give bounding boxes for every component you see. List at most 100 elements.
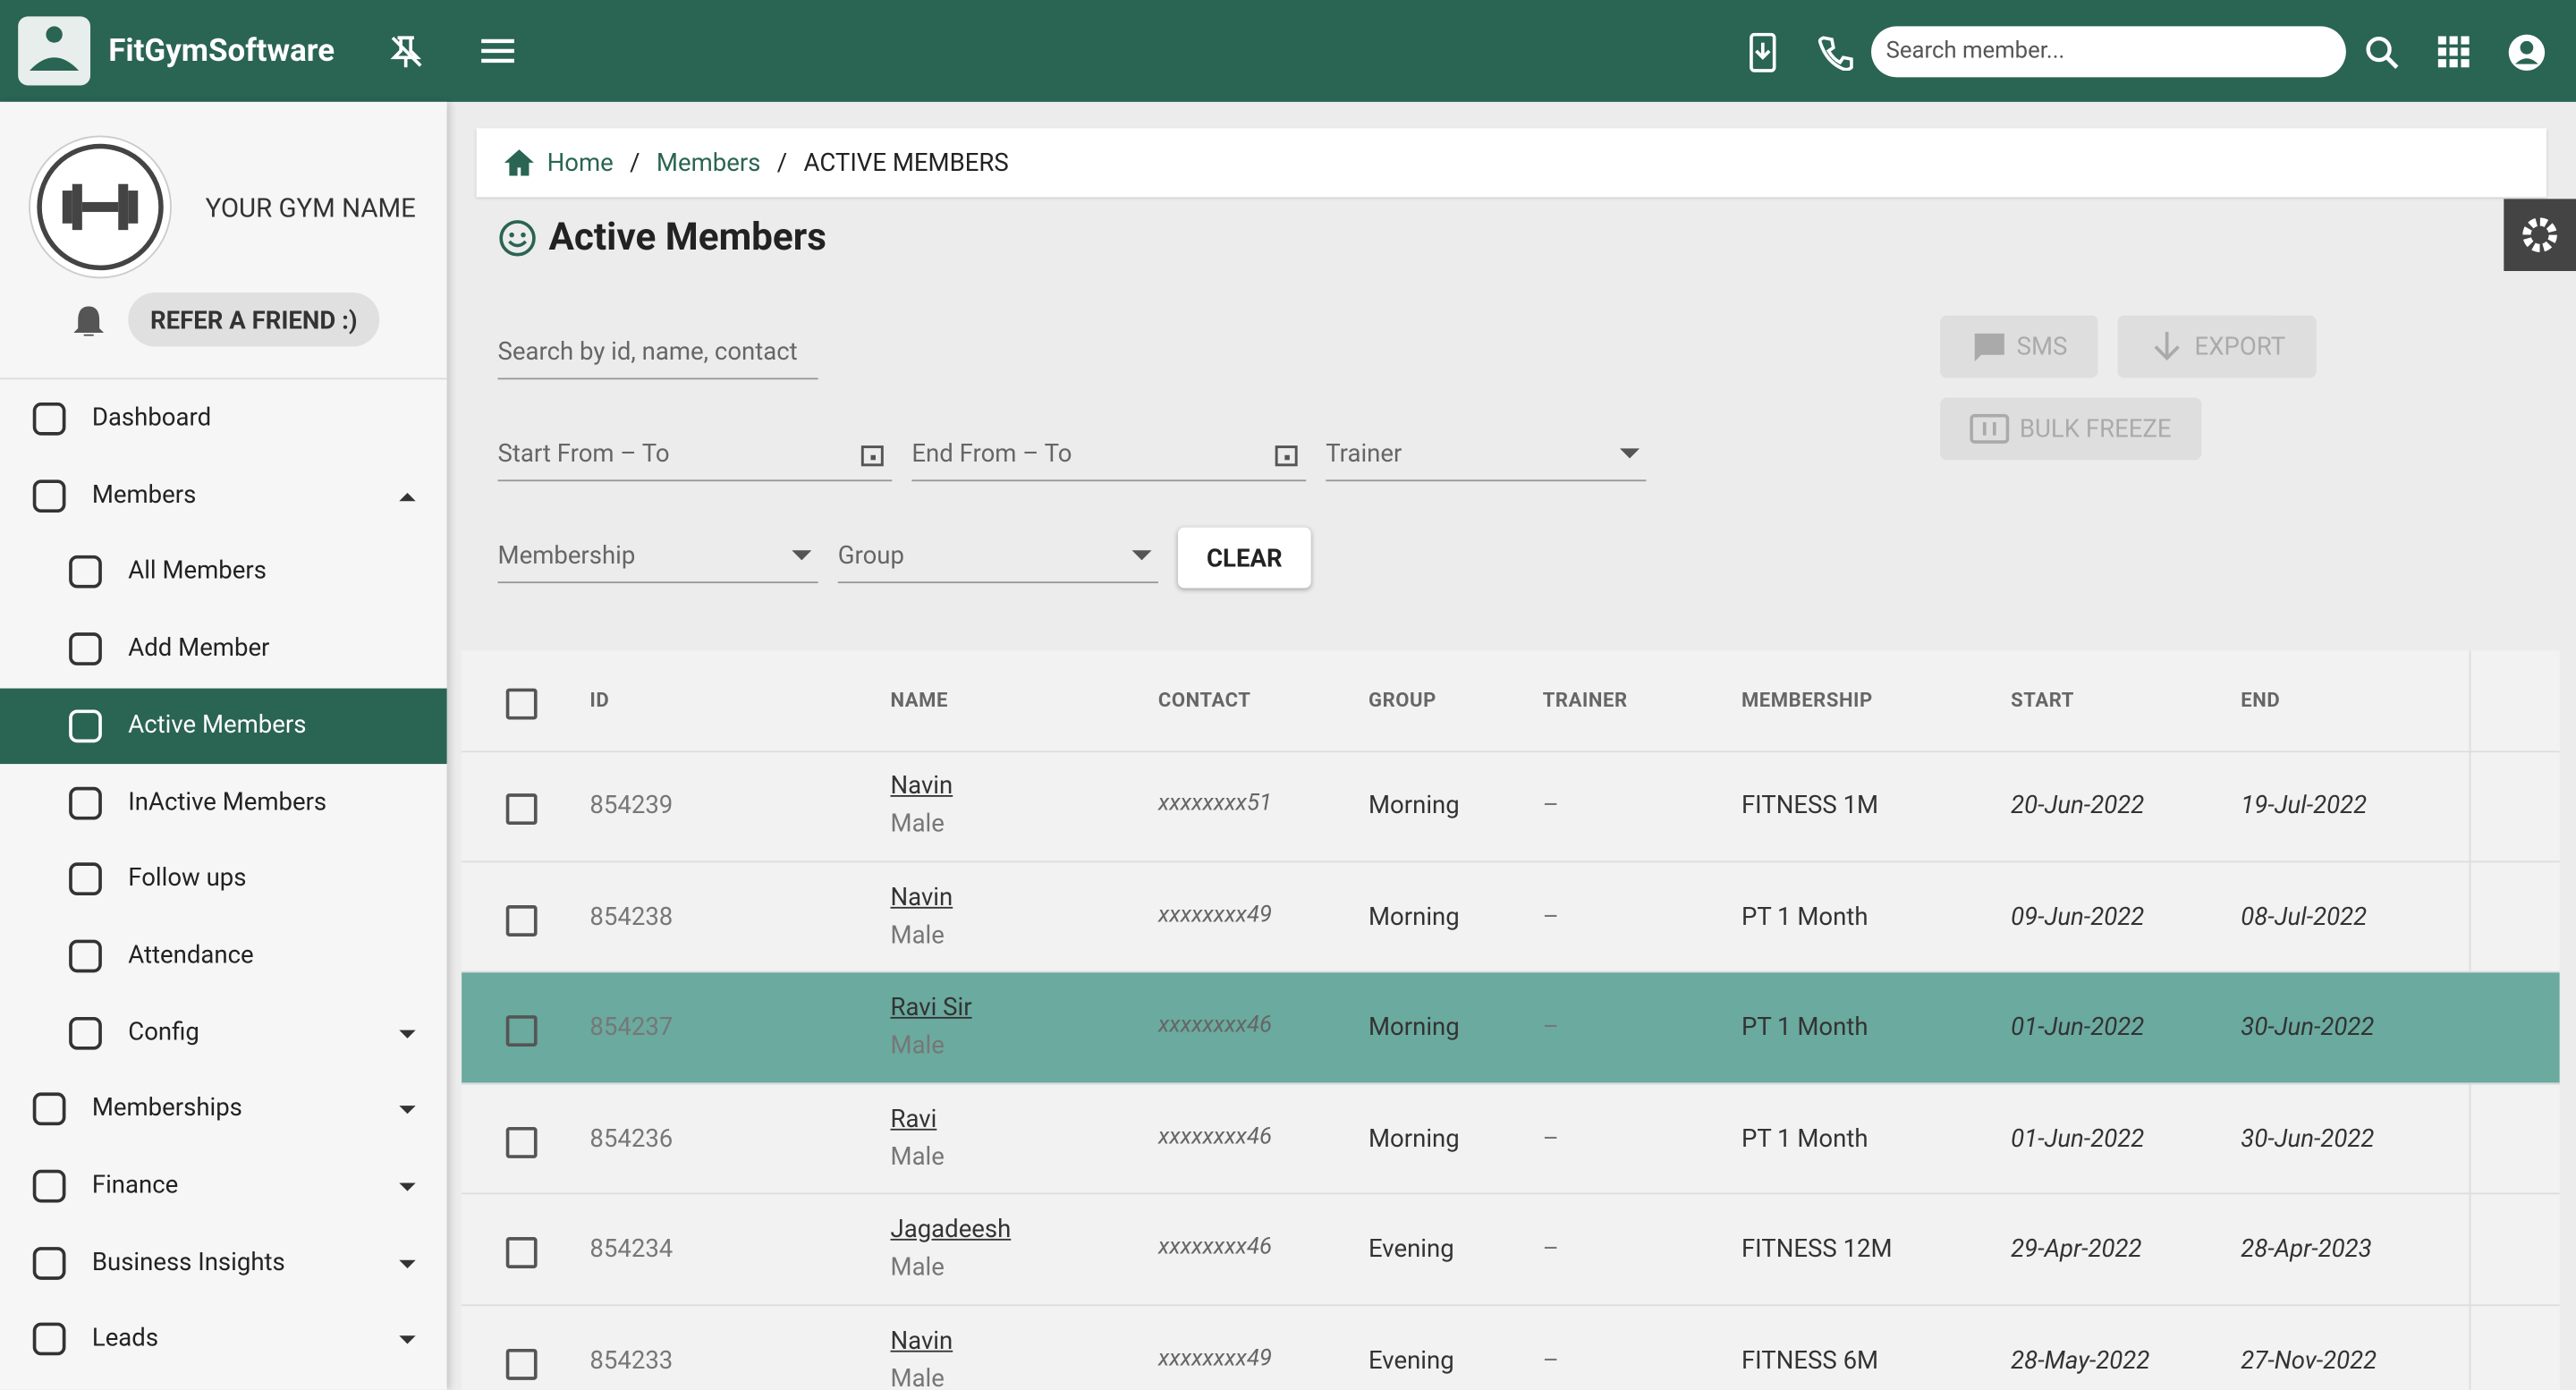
- cell-id: 854236: [589, 1123, 674, 1153]
- submenu-item[interactable]: InActive Members: [0, 765, 447, 842]
- submenu-item[interactable]: Config: [0, 995, 447, 1072]
- member-name[interactable]: Navin: [890, 881, 953, 911]
- app-icon[interactable]: [1748, 32, 1777, 72]
- cell-start: 28-May-2022: [2011, 1344, 2150, 1375]
- menu-label: Members: [91, 479, 197, 509]
- edit-icon[interactable]: [2492, 787, 2525, 820]
- cell-contact: xxxxxxxx51: [1157, 790, 1272, 817]
- menu-item[interactable]: Members: [0, 458, 447, 535]
- edit-icon[interactable]: [2492, 1342, 2525, 1375]
- breadcrumb-item[interactable]: Home: [547, 148, 614, 178]
- cell-trainer: –: [1542, 1233, 1559, 1264]
- refer-button[interactable]: REFER A FRIEND :): [128, 292, 380, 347]
- column-header: GROUP: [1368, 688, 1436, 712]
- checkbox[interactable]: [505, 904, 538, 937]
- menu-item[interactable]: Finance: [0, 1148, 447, 1225]
- member-name[interactable]: Navin: [890, 1325, 953, 1355]
- menu-label: Leads: [91, 1323, 159, 1353]
- avatar: [738, 987, 820, 1070]
- member-name[interactable]: Navin: [890, 770, 953, 801]
- start-range-field[interactable]: Start From – To: [497, 434, 893, 482]
- export-button[interactable]: EXPORT: [2117, 315, 2317, 378]
- table-row[interactable]: 854237 Ravi Sir Male xxxxxxxx46 Morning – PT 1…: [462, 972, 2560, 1084]
- sms-button[interactable]: SMS: [1940, 315, 2098, 378]
- search-icon[interactable]: [2364, 35, 2400, 71]
- apps-icon[interactable]: [2437, 36, 2471, 69]
- menu-icon[interactable]: [479, 36, 515, 65]
- table-row[interactable]: 854233 Navin Male xxxxxxxx49 Evening – FITNESS…: [462, 1305, 2560, 1390]
- end-range-field[interactable]: End From – To: [911, 434, 1307, 482]
- brand: FitGymSoftware: [108, 30, 335, 70]
- checkbox[interactable]: [505, 1348, 538, 1379]
- bulk-freeze-button[interactable]: BULK FREEZE: [1940, 397, 2202, 461]
- checkbox[interactable]: [505, 688, 538, 720]
- trainer-select[interactable]: Trainer: [1326, 434, 1647, 482]
- home-icon: [504, 149, 534, 176]
- calendar-icon[interactable]: [860, 444, 884, 467]
- table-row[interactable]: 854234 Jagadeesh Male xxxxxxxx46 Evening – FIT…: [462, 1194, 2560, 1306]
- submenu-item[interactable]: All Members: [0, 535, 447, 612]
- submenu-item[interactable]: Attendance: [0, 919, 447, 996]
- cell-group: Morning: [1368, 901, 1460, 931]
- submenu-item[interactable]: Follow ups: [0, 842, 447, 919]
- table-row[interactable]: 854238 Navin Male xxxxxxxx49 Morning – PT 1 Mo…: [462, 861, 2560, 973]
- table-header: ID NAME CONTACT GROUP TRAINER MEMBERSHIP START…: [462, 650, 2560, 753]
- checkbox[interactable]: [505, 1015, 538, 1047]
- column-header: NAME: [890, 688, 948, 712]
- title-icon: [499, 220, 536, 257]
- dropdown-arrow[interactable]: [792, 548, 812, 562]
- member-gender: Male: [890, 1140, 945, 1171]
- cell-end: 27-Nov-2022: [2241, 1344, 2377, 1375]
- cell-start: 01-Jun-2022: [2011, 1123, 2145, 1153]
- clear-button[interactable]: CLEAR: [1177, 527, 1311, 589]
- menu-item[interactable]: Business Insights: [0, 1225, 447, 1302]
- member-name[interactable]: Ravi: [890, 1103, 937, 1133]
- calendar-icon[interactable]: [1275, 444, 1298, 467]
- separator: /: [630, 148, 640, 178]
- sms-icon: [1973, 333, 2004, 362]
- menu-item[interactable]: Memberships: [0, 1072, 447, 1148]
- table-row[interactable]: 854236 Ravi Male xxxxxxxx46 Morning – PT 1 Mon…: [462, 1083, 2560, 1195]
- expand-arrow: [399, 492, 416, 501]
- menu-icon: [69, 785, 102, 819]
- menu-label: Business Insights: [91, 1246, 285, 1276]
- phone-icon[interactable]: [1817, 35, 1853, 71]
- settings-tab[interactable]: [2504, 199, 2576, 272]
- cell-membership: PT 1 Month: [1741, 901, 1868, 931]
- menu-label: Finance: [91, 1169, 179, 1199]
- column-header: CONTACT: [1157, 688, 1251, 712]
- checkbox[interactable]: [505, 1126, 538, 1157]
- breadcrumb-item[interactable]: Members: [656, 148, 761, 178]
- cell-membership: PT 1 Month: [1741, 1012, 1868, 1042]
- edit-icon[interactable]: [2492, 898, 2525, 931]
- export-label: EXPORT: [2194, 332, 2286, 362]
- member-search[interactable]: Search member...: [1871, 26, 2346, 78]
- expand-arrow: [399, 1106, 416, 1115]
- dropdown-arrow[interactable]: [1620, 447, 1640, 461]
- edit-icon[interactable]: [2492, 1009, 2525, 1042]
- member-name[interactable]: Jagadeesh: [890, 1214, 1012, 1244]
- table-row[interactable]: 854239 Navin Male xxxxxxxx51 Morning – FITNESS…: [462, 750, 2560, 862]
- menu-icon: [69, 632, 102, 666]
- menu-icon: [32, 403, 66, 436]
- menu-item[interactable]: Leads: [0, 1301, 447, 1378]
- breadcrumb-item: ACTIVE MEMBERS: [803, 148, 1009, 178]
- checkbox[interactable]: [505, 1237, 538, 1268]
- search-field[interactable]: Search by id, name, contact: [497, 332, 818, 380]
- account-icon[interactable]: [2507, 33, 2546, 72]
- notification-icon[interactable]: [69, 302, 108, 342]
- menu-icon: [69, 939, 102, 973]
- dropdown-arrow[interactable]: [1131, 548, 1152, 562]
- pin-icon[interactable]: [387, 33, 423, 69]
- cell-contact: xxxxxxxx46: [1157, 1123, 1272, 1149]
- checkbox[interactable]: [505, 793, 538, 826]
- menu-item[interactable]: Dashboard: [0, 381, 447, 458]
- group-select[interactable]: Group: [837, 536, 1158, 584]
- submenu-item[interactable]: Active Members: [0, 688, 447, 765]
- submenu-item[interactable]: Add Member: [0, 611, 447, 688]
- membership-select[interactable]: Membership: [497, 536, 818, 584]
- edit-icon[interactable]: [2492, 1231, 2525, 1264]
- member-name[interactable]: Ravi Sir: [890, 992, 972, 1022]
- edit-icon[interactable]: [2492, 1120, 2525, 1153]
